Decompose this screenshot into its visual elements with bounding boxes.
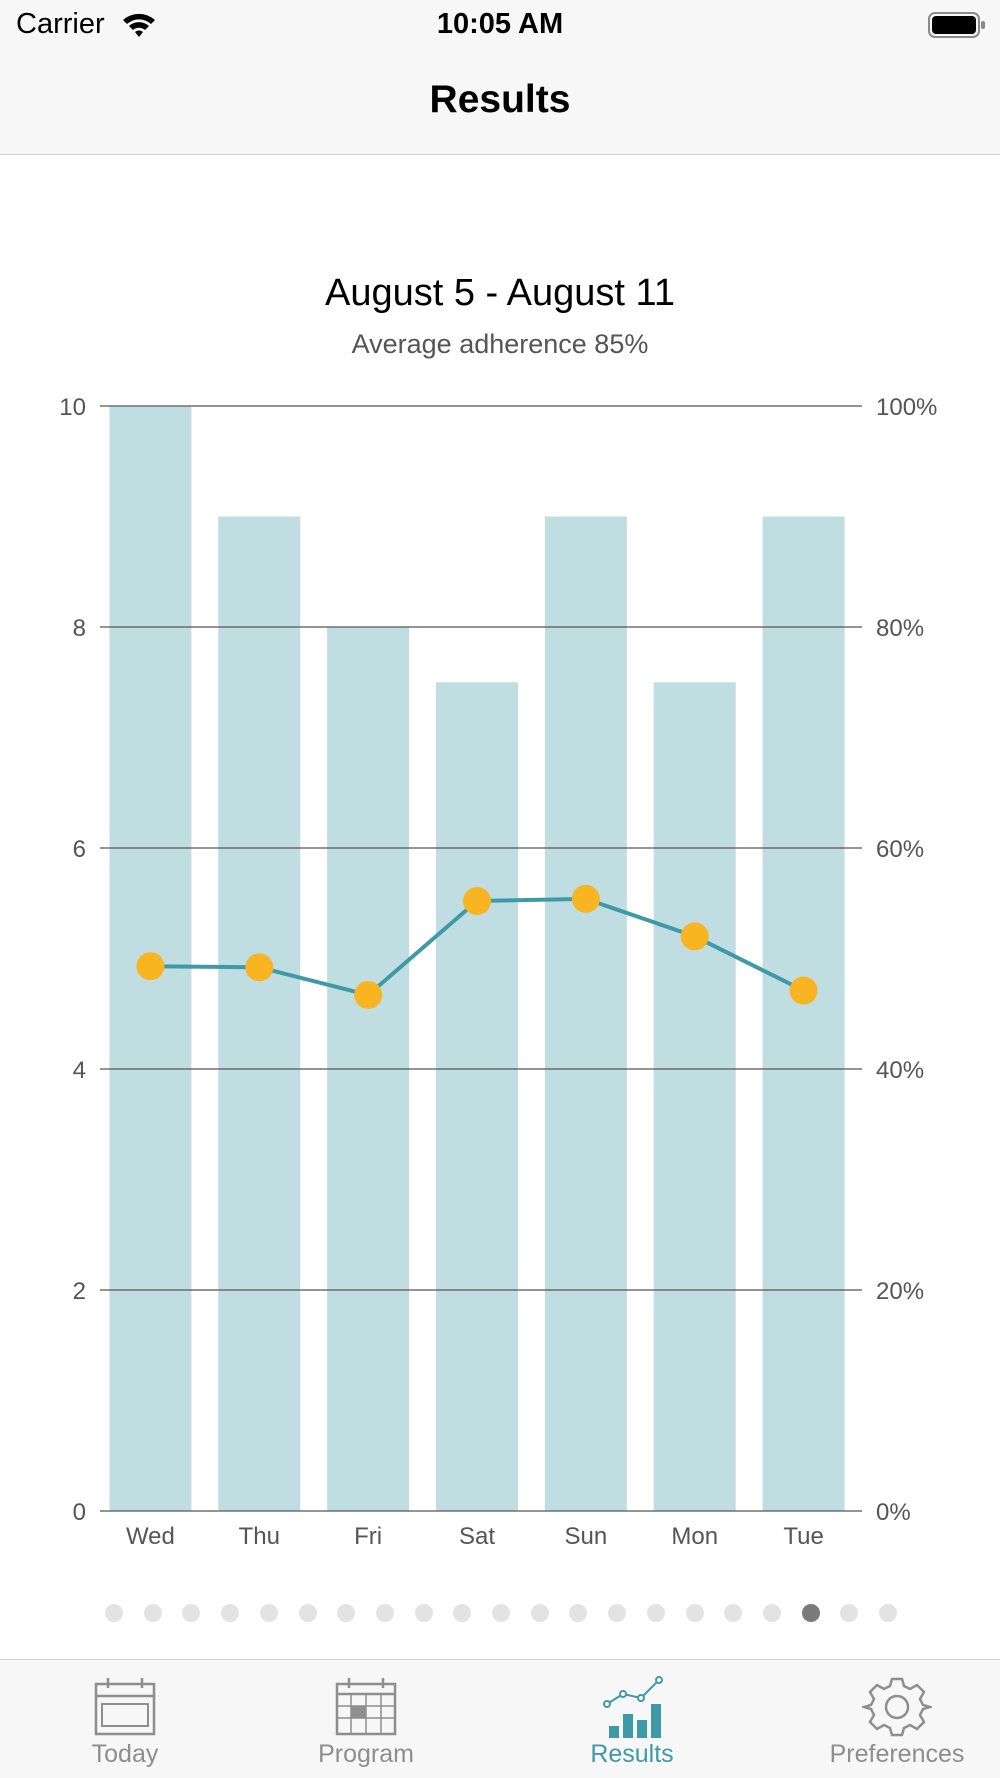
tab-program[interactable]: Program — [241, 1660, 491, 1778]
tab-preferences[interactable]: Preferences — [772, 1660, 1000, 1778]
chart-icon — [603, 1676, 663, 1738]
page-dot[interactable] — [453, 1604, 472, 1622]
bar-sun — [544, 516, 627, 1511]
page-dot[interactable] — [259, 1604, 278, 1622]
calendar-icon — [94, 1678, 156, 1736]
page-dot[interactable] — [569, 1604, 588, 1622]
chart-subtitle: Average adherence 85% — [351, 329, 649, 359]
adherence-chart[interactable]: 0 0% 2 20% 4 40% 6 60% 8 80% 10 100% Wed Thu Fri Sat Sun… — [0, 380, 1000, 1560]
x-tick-label: Tue — [783, 1523, 823, 1550]
right-tick-label: 100% — [876, 394, 937, 421]
bar-mon — [653, 682, 736, 1511]
point-tue — [789, 976, 818, 1005]
status-bar: Carrier 10:05 AM — [0, 0, 1000, 50]
page-dot[interactable] — [105, 1604, 123, 1622]
page-dot-active[interactable] — [801, 1604, 820, 1622]
status-time: 10:05 AM — [436, 8, 564, 40]
x-tick-label: Sun — [565, 1523, 608, 1550]
left-tick-label: 0 — [73, 1499, 86, 1526]
bar-tue — [762, 516, 845, 1511]
tab-today[interactable]: Today — [0, 1660, 250, 1778]
x-tick-label: Wed — [126, 1523, 175, 1550]
page-dot[interactable] — [646, 1604, 665, 1622]
tab-label: Today — [91, 1740, 159, 1768]
left-tick-label: 2 — [73, 1278, 86, 1305]
calendar-grid-icon — [335, 1678, 397, 1736]
navigation-bar: Results — [0, 50, 1000, 155]
page-dot[interactable] — [879, 1604, 897, 1622]
carrier-label: Carrier — [16, 8, 105, 40]
tab-label: Results — [590, 1740, 674, 1768]
right-tick-label: 40% — [876, 1057, 924, 1084]
page-dot[interactable] — [414, 1604, 433, 1622]
page-dot[interactable] — [530, 1604, 549, 1622]
page-dot[interactable] — [337, 1604, 356, 1622]
chart-title: August 5 - August 11 — [325, 272, 675, 314]
point-thu — [245, 953, 274, 982]
page-dot[interactable] — [298, 1604, 317, 1622]
page-title: Results — [429, 78, 571, 121]
x-tick-label: Mon — [671, 1523, 718, 1550]
page-dot[interactable] — [685, 1604, 704, 1622]
bar-thu — [218, 516, 301, 1511]
left-tick-label: 6 — [73, 836, 86, 863]
gear-icon — [862, 1677, 932, 1737]
page-dot[interactable] — [182, 1604, 201, 1622]
left-tick-label: 8 — [73, 615, 86, 642]
tab-bar: Today Program — [0, 1659, 1000, 1778]
right-tick-label: 80% — [876, 615, 924, 642]
page-dot[interactable] — [840, 1604, 859, 1622]
point-fri — [354, 980, 383, 1009]
page-dot[interactable] — [762, 1604, 781, 1622]
page-dot[interactable] — [492, 1604, 510, 1622]
page-dot[interactable] — [375, 1604, 394, 1622]
point-sun — [571, 884, 600, 913]
tab-label: Preferences — [829, 1740, 965, 1768]
x-tick-label: Sat — [459, 1523, 495, 1550]
point-mon — [680, 922, 709, 951]
point-wed — [136, 952, 165, 981]
right-tick-label: 0% — [876, 1499, 911, 1526]
battery-icon — [928, 12, 985, 38]
left-tick-label: 4 — [73, 1057, 86, 1084]
page-dot[interactable] — [143, 1604, 162, 1622]
left-tick-label: 10 — [59, 394, 86, 421]
page-dot[interactable] — [608, 1604, 627, 1622]
right-tick-label: 20% — [876, 1278, 924, 1305]
page-indicator[interactable] — [0, 1604, 1000, 1624]
right-tick-label: 60% — [876, 836, 924, 863]
tab-label: Program — [318, 1740, 414, 1768]
bar-sat — [436, 682, 518, 1511]
point-sat — [463, 887, 491, 916]
tab-results[interactable]: Results — [507, 1660, 757, 1778]
wifi-icon — [123, 13, 155, 37]
x-tick-label: Thu — [239, 1523, 280, 1550]
page-dot[interactable] — [221, 1604, 240, 1622]
page-dot[interactable] — [724, 1604, 743, 1622]
x-tick-label: Fri — [354, 1523, 382, 1550]
